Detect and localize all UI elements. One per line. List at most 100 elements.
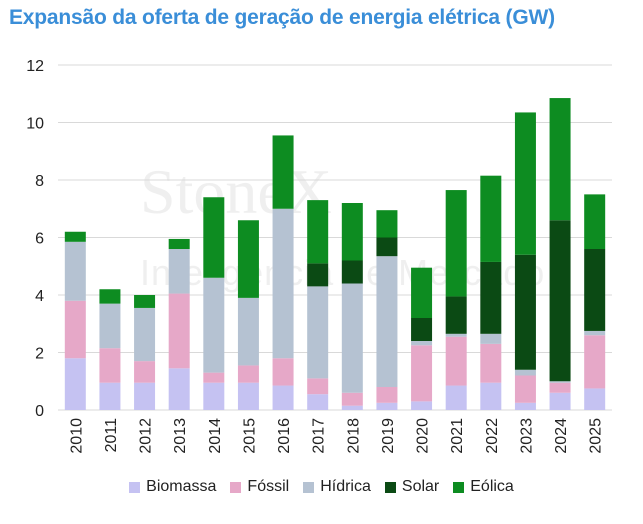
bar-segment-fóssil-2014	[203, 372, 225, 383]
legend-swatch	[453, 481, 465, 493]
legend-label: Biomassa	[146, 478, 217, 495]
x-tick-label: 2022	[484, 418, 501, 454]
y-tick-label: 2	[35, 346, 44, 363]
x-tick-label: 2023	[518, 418, 535, 454]
bar-segment-hídrica-2010	[64, 241, 86, 301]
x-tick-label: 2010	[68, 418, 85, 454]
bar-segment-fóssil-2016	[272, 358, 294, 386]
y-tick-label: 4	[35, 288, 44, 305]
x-tick-label: 2025	[588, 418, 605, 454]
bar-segment-fóssil-2012	[134, 361, 156, 383]
bar-segment-fóssil-2013	[168, 293, 190, 369]
bar-segment-hídrica-2014	[203, 277, 225, 373]
x-tick-label: 2014	[207, 418, 224, 454]
bar-segment-fóssil-2023	[514, 375, 536, 403]
bar-segment-solar-2025	[584, 249, 606, 331]
bar-segment-solar-2018	[341, 260, 363, 284]
legend-item-eólica: Eólica	[453, 478, 514, 496]
bar-segment-hídrica-2024	[549, 381, 571, 383]
y-tick-label: 12	[26, 58, 44, 75]
bar-segment-fóssil-2015	[237, 365, 259, 383]
bar-segment-eólica-2025	[584, 194, 606, 249]
x-tick-label: 2020	[415, 418, 432, 454]
bar-segment-eólica-2015	[237, 220, 259, 298]
x-tick-label: 2013	[172, 418, 189, 454]
legend-item-solar: Solar	[384, 478, 439, 496]
bar-segment-fóssil-2017	[307, 378, 329, 395]
bar-segment-eólica-2013	[168, 238, 190, 249]
x-tick-label: 2017	[311, 418, 328, 454]
x-tick-label: 2015	[241, 418, 258, 454]
x-tick-label: 2021	[449, 418, 466, 454]
legend-swatch	[384, 481, 396, 493]
bar-segment-fóssil-2022	[480, 343, 502, 383]
bar-segment-fóssil-2018	[341, 392, 363, 406]
bar-segment-hídrica-2019	[376, 256, 398, 387]
bar-segment-eólica-2016	[272, 135, 294, 209]
x-tick-label: 2024	[553, 418, 570, 454]
bar-segment-solar-2021	[445, 296, 467, 334]
x-tick-label: 2019	[380, 418, 397, 454]
bar-segment-eólica-2012	[134, 295, 156, 308]
bar-segment-eólica-2018	[341, 203, 363, 261]
bar-segment-solar-2023	[514, 254, 536, 370]
bar-segment-hídrica-2021	[445, 333, 467, 337]
bar-segment-hídrica-2017	[307, 286, 329, 379]
bar-segment-biomassa-2012	[134, 382, 156, 410]
legend-label: Fóssil	[247, 478, 290, 495]
bar-segment-eólica-2014	[203, 197, 225, 278]
legend-swatch	[230, 481, 242, 493]
bar-segment-solar-2020	[411, 318, 433, 341]
legend-label: Eólica	[470, 478, 514, 495]
bar-segment-fóssil-2010	[64, 300, 86, 359]
bar-segment-hídrica-2011	[99, 303, 121, 349]
bar-segment-hídrica-2016	[272, 208, 294, 359]
x-tick-label: 2012	[138, 418, 155, 454]
bar-segment-hídrica-2013	[168, 249, 190, 294]
bar-segment-eólica-2017	[307, 200, 329, 264]
bar-segment-solar-2022	[480, 261, 502, 334]
bar-segment-biomassa-2011	[99, 382, 121, 410]
bar-segment-biomassa-2025	[584, 388, 606, 410]
y-tick-label: 0	[35, 403, 44, 420]
bar-segment-biomassa-2015	[237, 382, 259, 410]
bar-segment-hídrica-2012	[134, 307, 156, 362]
x-tick-label: 2018	[345, 418, 362, 454]
bar-segment-eólica-2021	[445, 190, 467, 297]
chart-title: Expansão da oferta de geração de energia…	[9, 6, 555, 29]
legend-swatch	[129, 481, 141, 493]
bar-segment-hídrica-2020	[411, 341, 433, 346]
bar-segment-biomassa-2022	[480, 382, 502, 410]
bar-segment-eólica-2024	[549, 98, 571, 221]
bar-segment-fóssil-2025	[584, 335, 606, 389]
bar-segment-eólica-2011	[99, 289, 121, 304]
bar-segment-solar-2017	[307, 263, 329, 287]
bar-segment-fóssil-2011	[99, 348, 121, 383]
bar-segment-hídrica-2025	[584, 330, 606, 336]
bar-segment-biomassa-2010	[64, 358, 86, 410]
y-tick-label: 10	[26, 116, 44, 133]
bar-segment-eólica-2022	[480, 175, 502, 262]
bar-segment-biomassa-2016	[272, 385, 294, 410]
bar-segment-eólica-2020	[411, 267, 433, 318]
y-tick-label: 6	[35, 231, 44, 248]
bar-segment-hídrica-2023	[514, 369, 536, 376]
bar-segment-biomassa-2023	[514, 402, 536, 410]
bar-segment-eólica-2019	[376, 210, 398, 238]
legend-label: Hídrica	[320, 478, 371, 495]
bar-segment-fóssil-2024	[549, 382, 571, 393]
bar-segment-biomassa-2014	[203, 382, 225, 410]
bar-segment-biomassa-2013	[168, 368, 190, 410]
bar-segment-biomassa-2024	[549, 392, 571, 410]
bar-segment-solar-2019	[376, 237, 398, 257]
bar-segment-hídrica-2018	[341, 283, 363, 393]
legend-item-biomassa: Biomassa	[129, 478, 216, 496]
bar-segment-hídrica-2015	[237, 297, 259, 366]
bar-segment-biomassa-2018	[341, 405, 363, 410]
legend-swatch	[303, 481, 315, 493]
bar-segment-fóssil-2020	[411, 345, 433, 402]
bar-segment-fóssil-2021	[445, 336, 467, 386]
bar-segment-biomassa-2021	[445, 385, 467, 410]
bar-segment-hídrica-2022	[480, 333, 502, 344]
